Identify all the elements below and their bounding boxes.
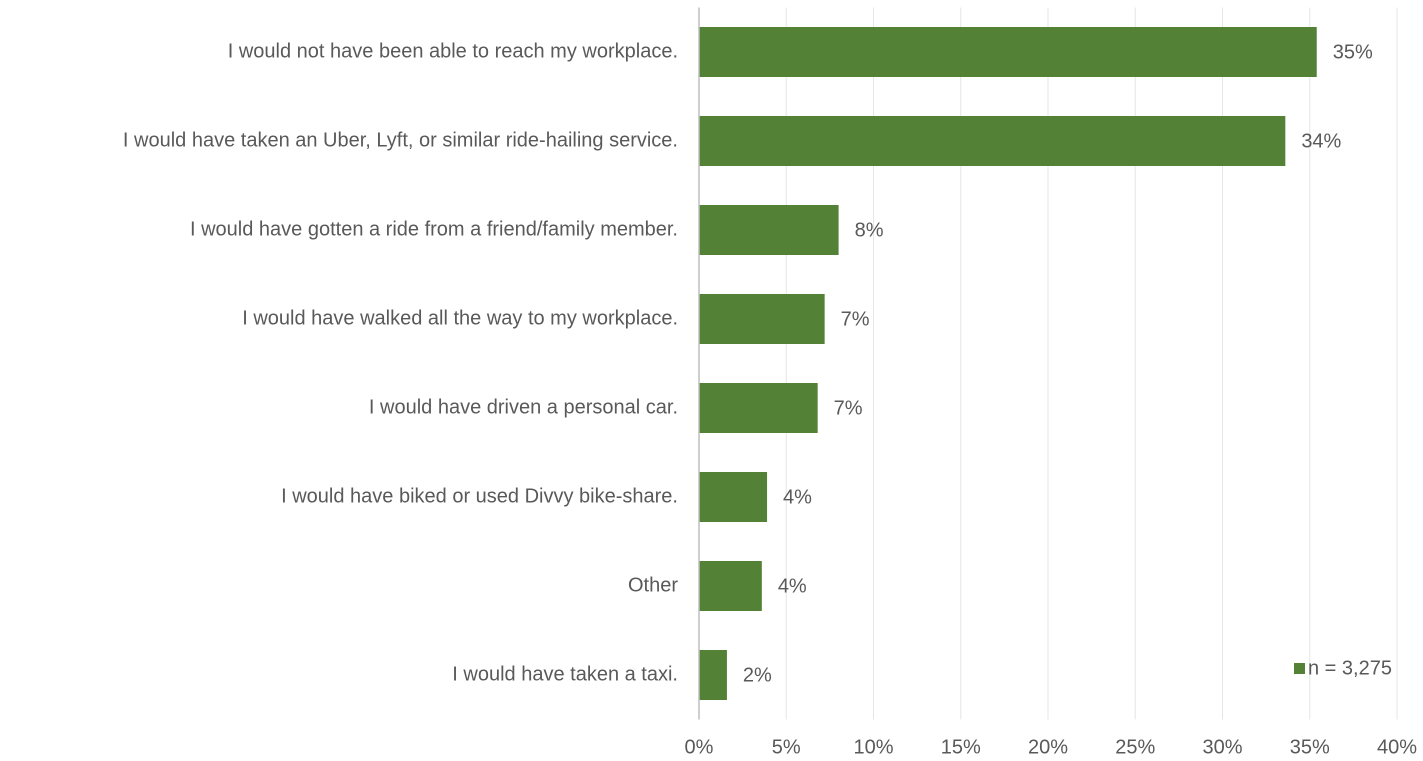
y-tick-label: I would have biked or used Divvy bike-sh… (281, 485, 678, 507)
data-label: 7% (841, 308, 870, 330)
x-tick-label: 30% (1202, 736, 1242, 758)
bar (699, 383, 818, 433)
y-tick-label: I would have taken an Uber, Lyft, or sim… (123, 129, 678, 151)
x-tick-label: 5% (772, 736, 801, 758)
data-label: 8% (855, 219, 884, 241)
x-tick-label: 25% (1115, 736, 1155, 758)
data-label: 7% (834, 397, 863, 419)
y-tick-label: I would have taken a taxi. (452, 663, 678, 685)
data-label: 35% (1333, 41, 1373, 63)
x-tick-label: 20% (1028, 736, 1068, 758)
bar (699, 116, 1286, 166)
legend-swatch (1294, 663, 1305, 674)
x-tick-label: 15% (941, 736, 981, 758)
bar (699, 294, 825, 344)
x-tick-label: 35% (1290, 736, 1330, 758)
x-tick-label: 10% (853, 736, 893, 758)
x-tick-label: 40% (1377, 736, 1417, 758)
bar (699, 650, 727, 700)
y-tick-label: I would have gotten a ride from a friend… (190, 218, 678, 240)
data-label: 4% (783, 486, 812, 508)
data-label: 34% (1301, 130, 1341, 152)
data-label: 2% (743, 664, 772, 686)
y-tick-label: I would have driven a personal car. (369, 396, 678, 418)
y-tick-label: Other (628, 574, 678, 596)
bar (699, 205, 839, 255)
bar (699, 561, 762, 611)
y-tick-label: I would have walked all the way to my wo… (242, 307, 678, 329)
bar (699, 27, 1317, 77)
legend-label: n = 3,275 (1308, 657, 1392, 679)
data-label: 4% (778, 575, 807, 597)
x-tick-label: 0% (685, 736, 714, 758)
y-tick-label: I would not have been able to reach my w… (228, 40, 678, 62)
bar (699, 472, 768, 522)
